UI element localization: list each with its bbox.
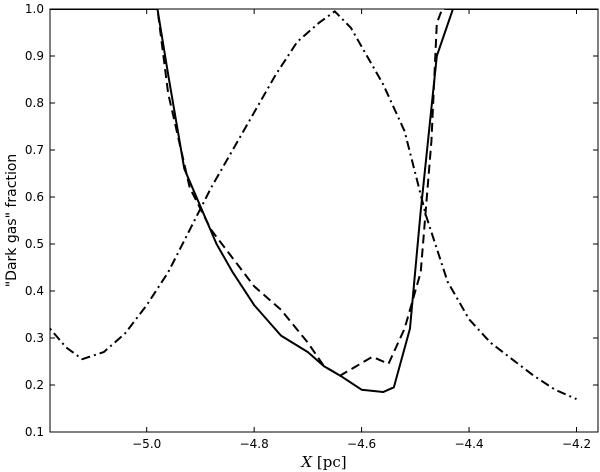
axes-frame — [49, 8, 599, 433]
x-tick-label: −4.2 — [562, 437, 591, 451]
y-tick-label: 0.5 — [25, 237, 44, 251]
x-axis-title: X [pc] — [300, 453, 346, 471]
y-tick-label: 0.3 — [25, 331, 44, 345]
y-tick-label: 0.7 — [25, 143, 44, 157]
x-tick-label: −5.0 — [132, 437, 161, 451]
series-layer — [50, 9, 598, 401]
y-tick-label: 0.4 — [25, 284, 44, 298]
y-tick-label: 0.9 — [25, 49, 44, 63]
y-tick-label: 0.1 — [25, 425, 44, 439]
x-axis-title-variable: X — [300, 453, 313, 471]
y-tick-label: 0.6 — [25, 190, 44, 204]
ticks-layer — [50, 8, 598, 433]
tick-labels-layer: −5.0 −4.8 −4.6 −4.4 −4.2 0.1 0.2 0.3 0.4 0.5 0.6 0.… — [25, 2, 591, 451]
x-axis-title-unit: [pc] — [312, 453, 346, 471]
x-tick-label: −4.8 — [240, 437, 269, 451]
plot-area — [49, 8, 599, 433]
y-tick-label: 1.0 — [25, 2, 44, 16]
x-tick-label: −4.4 — [454, 437, 483, 451]
y-tick-label: 0.8 — [25, 96, 44, 110]
y-axis-title: "Dark gas" fraction — [4, 154, 20, 288]
series-line-dashdot — [50, 10, 577, 401]
x-tick-label: −4.6 — [347, 437, 376, 451]
y-tick-label: 0.2 — [25, 378, 44, 392]
series-line-dashed — [50, 9, 598, 377]
series-line-solid — [50, 9, 598, 394]
